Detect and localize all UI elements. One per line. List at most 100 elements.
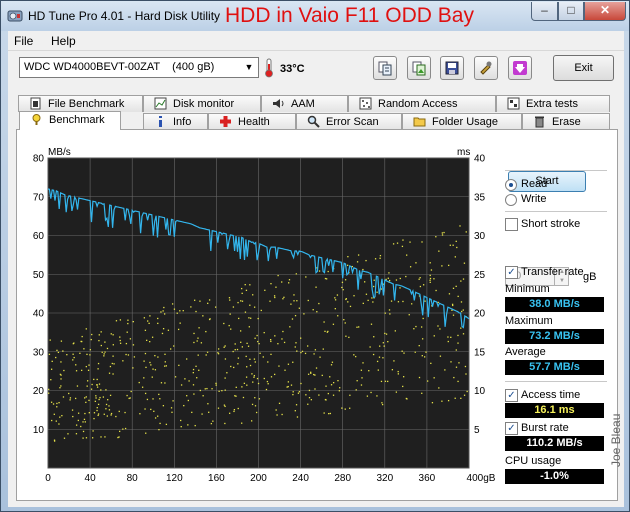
- tab-disk-monitor[interactable]: Disk monitor: [143, 95, 261, 112]
- drive-select[interactable]: WDC WD4000BEVT-00ZAT (400 gB) ▼: [19, 57, 259, 78]
- access-time-point: [194, 424, 196, 427]
- access-time-point: [164, 353, 166, 355]
- access-time-point: [210, 422, 213, 425]
- access-time-point: [103, 353, 105, 355]
- access-time-point: [397, 301, 400, 303]
- burst-rate-checkbox[interactable]: ✓: [505, 422, 518, 435]
- access-time-point: [62, 350, 64, 352]
- access-time-point: [108, 409, 111, 411]
- menu-help[interactable]: Help: [51, 34, 76, 48]
- tab-folder-usage[interactable]: Folder Usage: [402, 113, 522, 130]
- access-time-point: [461, 310, 463, 313]
- tab-info[interactable]: Info: [143, 113, 208, 130]
- copy-screenshot-button[interactable]: [407, 56, 431, 80]
- access-time-point: [193, 393, 195, 395]
- access-time-point: [143, 377, 145, 379]
- tab-random-access[interactable]: Random Access: [348, 95, 496, 112]
- tab-health[interactable]: Health: [208, 113, 296, 130]
- download-button[interactable]: [508, 56, 532, 80]
- access-time-point: [248, 317, 250, 319]
- start-button[interactable]: Start: [508, 171, 586, 192]
- access-time-point: [208, 299, 211, 301]
- access-time-point: [214, 306, 217, 308]
- tab-erase[interactable]: Erase: [522, 113, 610, 130]
- access-time-point: [224, 358, 227, 360]
- access-time-point: [324, 330, 326, 332]
- access-time-point: [345, 335, 347, 337]
- access-time-point: [103, 413, 105, 415]
- short-stroke-checkbox[interactable]: [505, 218, 518, 231]
- x-tick: 160: [208, 473, 225, 484]
- access-time-point: [466, 390, 468, 393]
- tab-extra-tests[interactable]: Extra tests: [496, 95, 610, 112]
- chevron-down-icon[interactable]: ▼: [244, 62, 254, 72]
- read-label: Read: [521, 178, 548, 190]
- copy-info-button[interactable]: [373, 56, 397, 80]
- spin-down-icon[interactable]: ▼: [554, 277, 569, 286]
- access-time-checkbox[interactable]: ✓: [505, 389, 518, 402]
- access-time-point: [310, 399, 313, 401]
- exit-button[interactable]: Exit: [553, 55, 614, 81]
- access-time-point: [49, 339, 51, 341]
- close-button[interactable]: ✕: [584, 2, 626, 21]
- access-time-point: [157, 322, 159, 325]
- access-time-point: [53, 439, 56, 441]
- access-time-point: [422, 317, 424, 320]
- access-time-point: [83, 348, 85, 350]
- access-time-point: [281, 281, 283, 283]
- tab-benchmark[interactable]: Benchmark: [19, 111, 121, 130]
- access-time-point: [124, 411, 126, 414]
- access-time-point: [118, 436, 120, 438]
- access-time-point: [58, 401, 60, 404]
- access-time-point: [263, 377, 265, 380]
- options-button[interactable]: [474, 56, 498, 80]
- access-time-point: [90, 388, 93, 390]
- access-time-point: [94, 400, 97, 403]
- download-icon: [513, 61, 527, 75]
- tab-file-benchmark[interactable]: File Benchmark: [18, 95, 143, 112]
- access-time-point: [283, 296, 285, 298]
- access-time-point: [95, 397, 97, 399]
- access-time-point: [370, 391, 372, 394]
- spin-up-icon[interactable]: ▲: [554, 268, 569, 277]
- x-tick: 320: [376, 473, 393, 484]
- title-bar[interactable]: HD Tune Pro 4.01 - Hard Disk Utility HDD…: [1, 1, 629, 31]
- transfer-rate-checkbox[interactable]: ✓: [505, 266, 518, 279]
- access-time-point: [278, 402, 281, 404]
- access-time-point: [48, 353, 51, 356]
- save-button[interactable]: [440, 56, 464, 80]
- read-radio[interactable]: [505, 179, 517, 191]
- access-time-point: [233, 410, 235, 413]
- access-time-point: [173, 345, 175, 347]
- access-time-point: [125, 342, 128, 345]
- access-time-point: [96, 384, 98, 386]
- access-time-point: [188, 380, 190, 382]
- tab-error-scan[interactable]: Error Scan: [296, 113, 402, 130]
- access-time-point: [223, 322, 225, 325]
- access-time-point: [338, 390, 341, 392]
- access-time-point: [418, 278, 420, 280]
- write-radio[interactable]: [505, 194, 517, 206]
- access-time-point: [438, 387, 440, 389]
- access-time-point: [194, 299, 196, 301]
- y-tick-right: 35: [474, 192, 486, 203]
- access-time-point: [348, 336, 350, 339]
- tab-label: Erase: [552, 116, 581, 128]
- access-time-point: [56, 349, 58, 352]
- tab-label: Random Access: [378, 98, 458, 110]
- maximize-button[interactable]: □: [558, 2, 584, 21]
- access-time-point: [68, 392, 70, 395]
- access-time-point: [60, 378, 62, 380]
- minimize-button[interactable]: –: [531, 2, 558, 21]
- access-time-point: [418, 344, 420, 347]
- menu-file[interactable]: File: [14, 34, 34, 48]
- access-time-point: [307, 299, 309, 302]
- access-time-point: [325, 385, 327, 387]
- access-time-point: [462, 309, 464, 311]
- access-time-point: [125, 353, 127, 356]
- access-time-point: [157, 356, 159, 358]
- access-time-point: [196, 340, 198, 342]
- tab-aam[interactable]: AAM: [261, 95, 348, 112]
- access-time-point: [93, 378, 95, 381]
- access-time-point: [53, 440, 56, 442]
